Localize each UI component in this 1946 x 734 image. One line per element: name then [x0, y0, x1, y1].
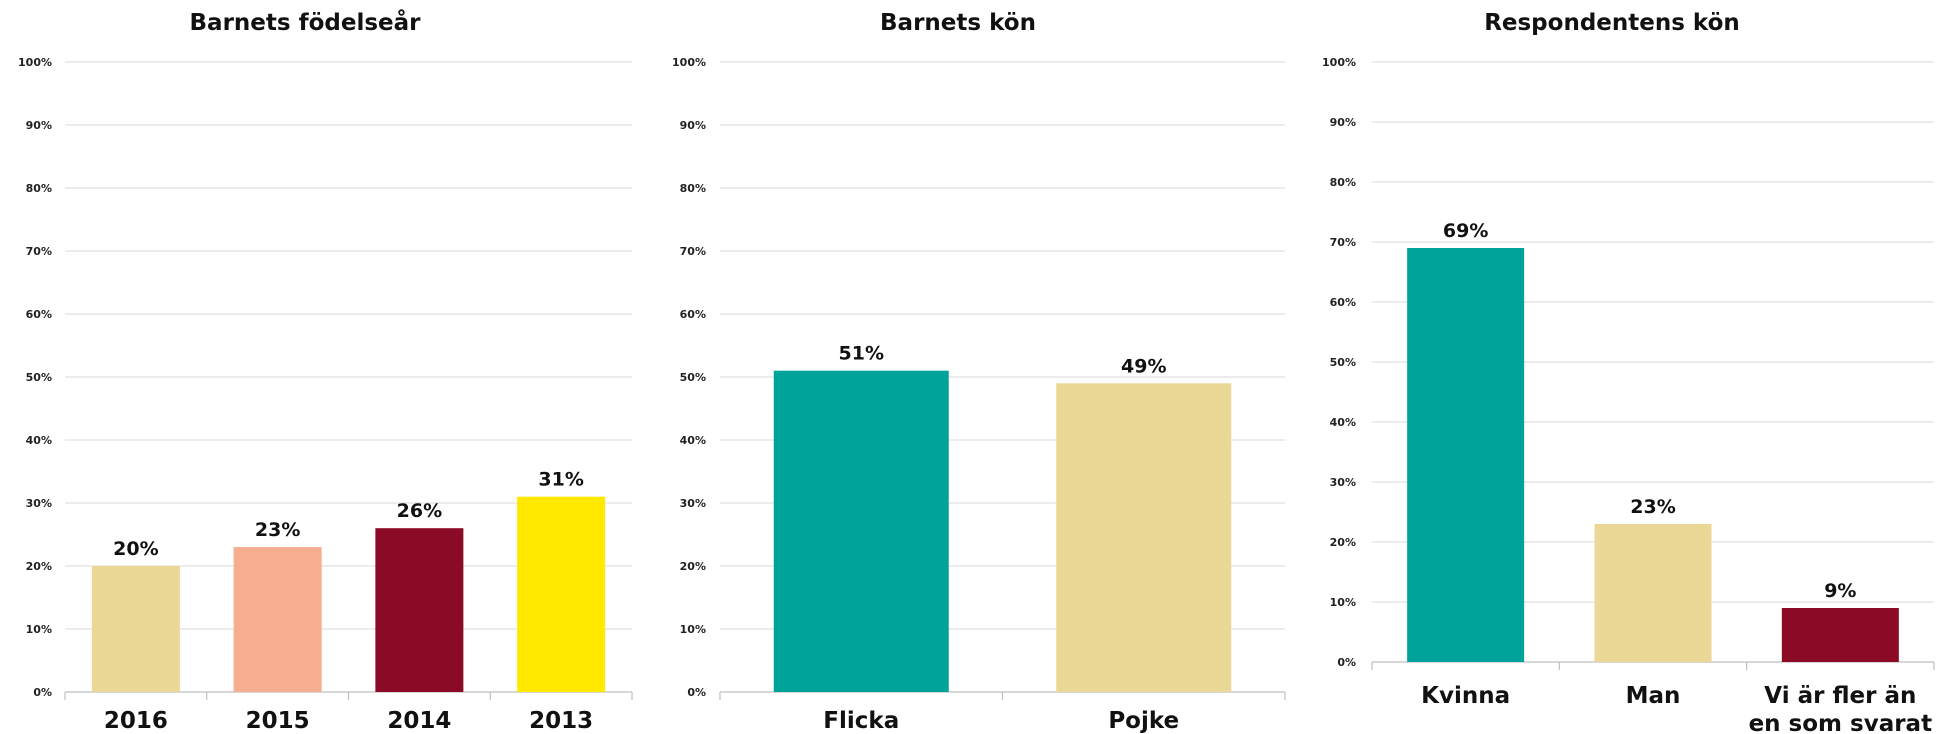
bar: [375, 528, 464, 692]
y-tick-label: 70%: [680, 245, 706, 258]
data-label: 20%: [113, 538, 158, 560]
chart-title: Barnets kön: [880, 10, 1036, 36]
x-tick-label: Man: [1626, 683, 1681, 709]
y-tick-label: 70%: [1330, 236, 1356, 249]
y-tick-label: 60%: [26, 308, 52, 321]
y-tick-label: 100%: [18, 56, 52, 69]
chart-title: Respondentens kön: [1484, 10, 1740, 36]
data-label: 51%: [839, 343, 884, 365]
y-tick-label: 20%: [680, 560, 706, 573]
y-tick-label: 20%: [1330, 536, 1356, 549]
y-tick-label: 70%: [26, 245, 52, 258]
x-tick-label: Vi är fler än en som svarat: [1749, 683, 1933, 734]
x-tick-label: Pojke: [1108, 708, 1179, 734]
x-tick-label: 2015: [246, 708, 310, 734]
y-tick-label: 80%: [680, 182, 706, 195]
y-tick-label: 0%: [33, 686, 52, 699]
bar: [1594, 524, 1712, 662]
y-tick-label: 50%: [26, 371, 52, 384]
y-tick-label: 60%: [680, 308, 706, 321]
bar: [1781, 608, 1899, 662]
data-label: 49%: [1121, 355, 1166, 377]
chart-1: Barnets födelseår 0% 10% 20% 30% 40% 50% 60% 70%…: [18, 9, 633, 734]
y-tick-label: 20%: [26, 560, 52, 573]
y-tick-label: 30%: [26, 497, 52, 510]
y-tick-label: 10%: [1330, 596, 1356, 609]
x-tick-label: 2016: [104, 708, 168, 734]
bar: [233, 547, 322, 692]
y-tick-label: 100%: [672, 56, 706, 69]
y-tick-label: 90%: [680, 119, 706, 132]
x-tick-label: Kvinna: [1421, 683, 1510, 709]
y-tick-label: 60%: [1330, 296, 1356, 309]
chart-3: Respondentens kön 0% 10% 20% 30% 40% 50% 60% 70%…: [1322, 10, 1935, 734]
data-label: 26%: [397, 500, 442, 522]
x-tick-label: 2014: [387, 708, 451, 734]
y-tick-label: 30%: [680, 497, 706, 510]
bar: [773, 370, 949, 692]
bar: [1056, 383, 1232, 692]
bar: [91, 566, 180, 692]
data-label: 31%: [538, 469, 583, 491]
y-tick-label: 10%: [680, 623, 706, 636]
x-tick-label: Flicka: [823, 708, 899, 734]
y-tick-label: 40%: [680, 434, 706, 447]
y-tick-label: 80%: [26, 182, 52, 195]
data-label: 23%: [1630, 496, 1675, 518]
y-tick-label: 30%: [1330, 476, 1356, 489]
y-tick-label: 10%: [26, 623, 52, 636]
x-tick-label: 2013: [529, 708, 593, 734]
x-tick-label-line: en som svarat: [1749, 711, 1933, 734]
chart-2: Barnets kön 0% 10% 20% 30% 40% 50% 60% 70% 80% 90%…: [672, 10, 1286, 734]
y-tick-label: 40%: [26, 434, 52, 447]
x-tick-label-line: Vi är fler än: [1764, 683, 1916, 709]
y-tick-label: 0%: [687, 686, 706, 699]
y-tick-label: 80%: [1330, 176, 1356, 189]
y-tick-label: 90%: [1330, 116, 1356, 129]
y-tick-label: 50%: [680, 371, 706, 384]
data-label: 23%: [255, 519, 300, 541]
data-label: 69%: [1443, 220, 1488, 242]
bar: [517, 496, 606, 692]
data-label: 9%: [1824, 580, 1856, 602]
chart-title: Barnets födelseår: [190, 9, 422, 36]
y-tick-label: 90%: [26, 119, 52, 132]
y-tick-label: 50%: [1330, 356, 1356, 369]
y-tick-label: 40%: [1330, 416, 1356, 429]
bar: [1407, 248, 1525, 662]
y-tick-label: 0%: [1337, 656, 1356, 669]
y-tick-label: 100%: [1322, 56, 1356, 69]
